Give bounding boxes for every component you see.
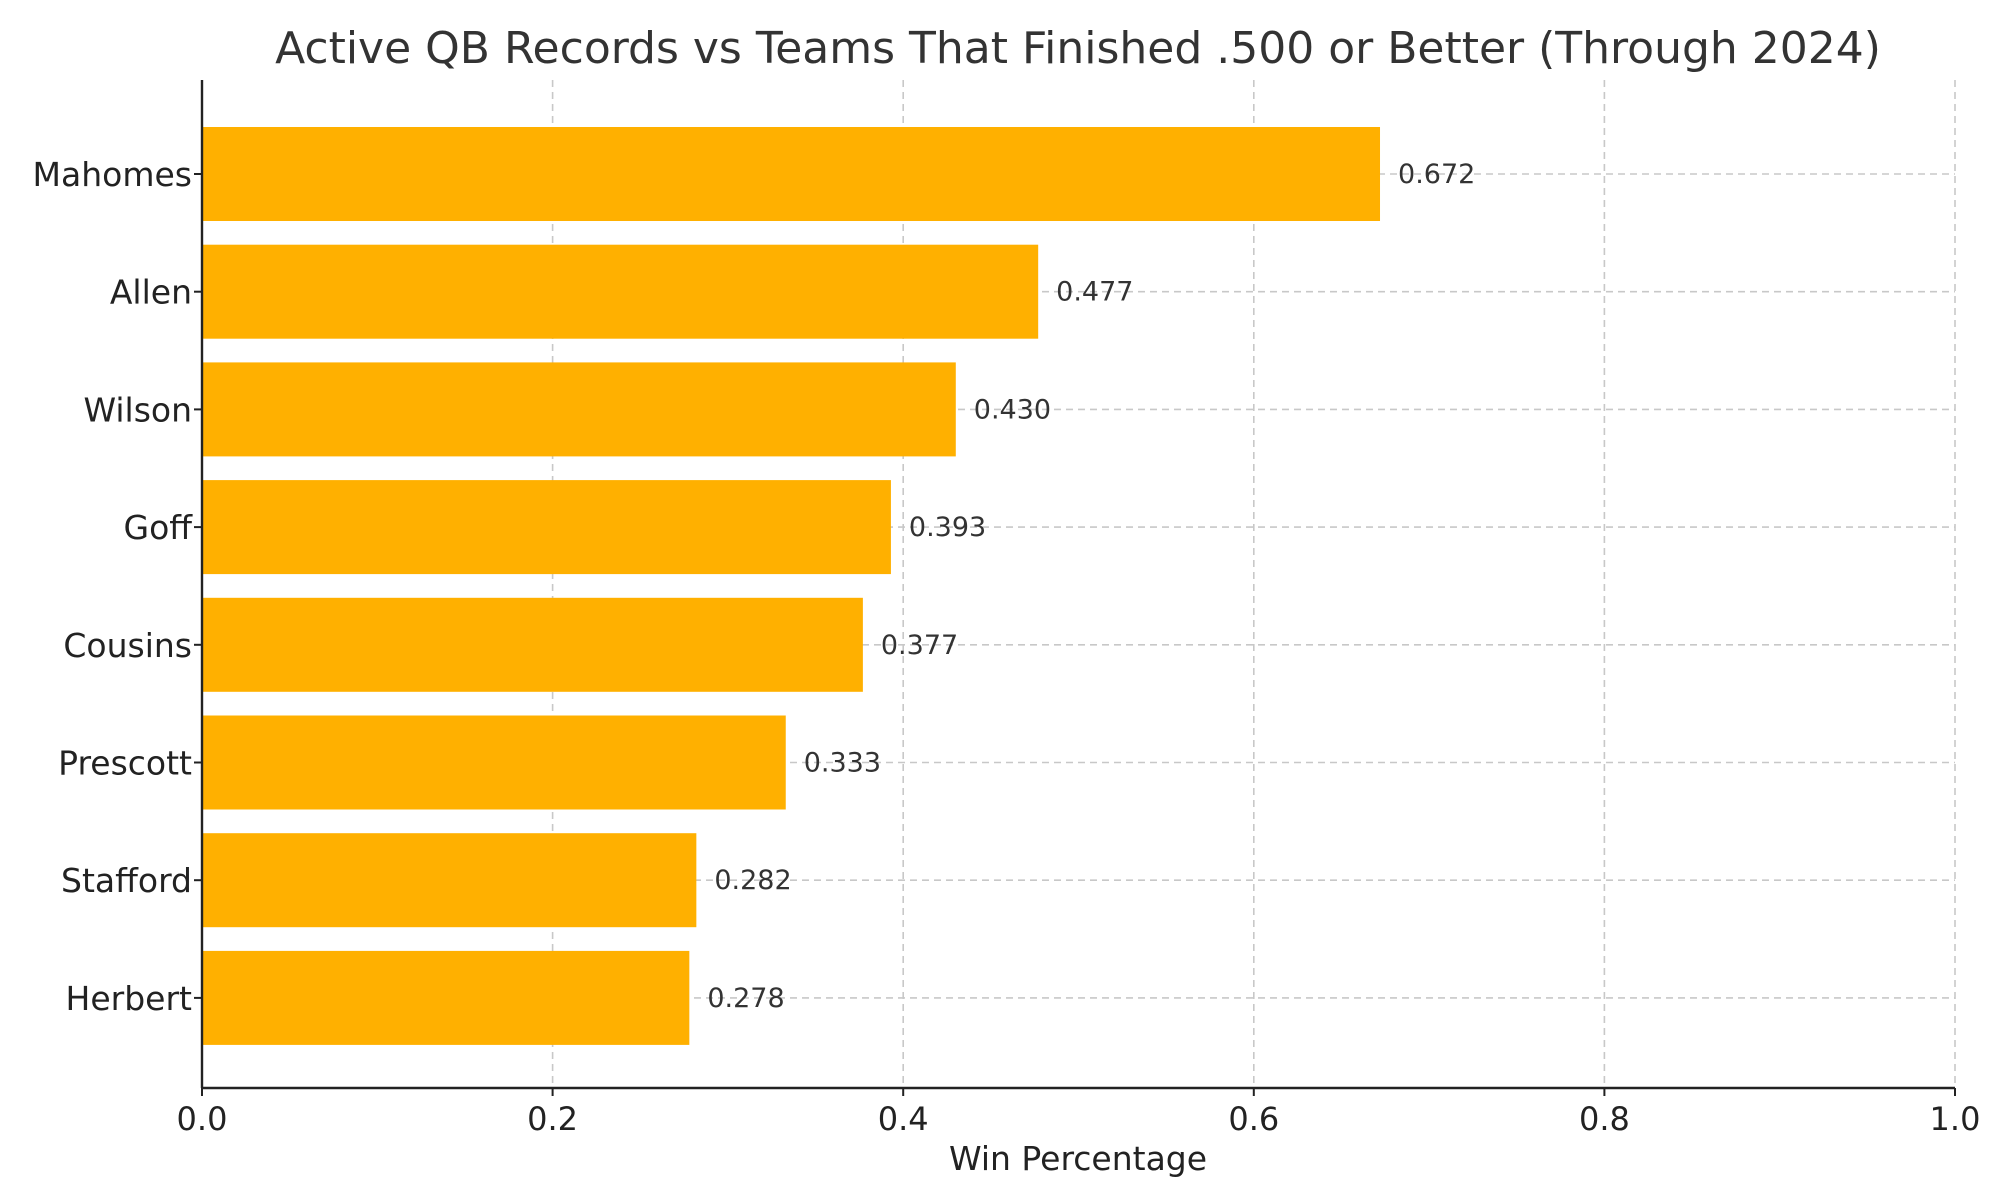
x-tick-label: 0.6: [1228, 1100, 1279, 1138]
x-tick-label: 1.0: [1930, 1100, 1981, 1138]
value-label-prescott: 0.333: [804, 748, 881, 779]
chart-title: Active QB Records vs Teams That Finished…: [275, 23, 1881, 74]
x-tick-label: 0.8: [1579, 1100, 1630, 1138]
bar-cousins: [202, 597, 863, 692]
grid: [202, 80, 1956, 1088]
value-label-wilson: 0.430: [974, 394, 1051, 425]
value-label-herbert: 0.278: [707, 983, 784, 1014]
bar-prescott: [202, 715, 786, 810]
labels: 0.0 0.2 0.4 0.6 0.8 1.0 Mahomes 0.672 Allen 0.477…: [33, 155, 1981, 1138]
category-label-mahomes: Mahomes: [33, 155, 192, 194]
x-tick-label: 0.4: [878, 1100, 929, 1138]
category-label-stafford: Stafford: [61, 861, 192, 900]
x-axis-label: Win Percentage: [949, 1139, 1207, 1178]
bar-stafford: [202, 833, 697, 928]
category-label-allen: Allen: [110, 273, 192, 312]
bar-wilson: [202, 362, 956, 457]
category-label-wilson: Wilson: [83, 390, 192, 429]
axes: [194, 80, 1956, 1096]
bar-mahomes: [202, 127, 1381, 221]
bar-herbert: [202, 950, 690, 1045]
value-label-stafford: 0.282: [714, 865, 791, 896]
value-label-mahomes: 0.672: [1398, 159, 1475, 190]
value-label-cousins: 0.377: [881, 630, 958, 661]
bar-goff: [202, 480, 891, 575]
category-label-prescott: Prescott: [58, 744, 192, 783]
category-label-herbert: Herbert: [66, 979, 193, 1018]
value-label-goff: 0.393: [909, 512, 986, 543]
category-label-goff: Goff: [124, 508, 194, 547]
bar-allen: [202, 244, 1039, 339]
value-label-allen: 0.477: [1056, 277, 1133, 308]
x-tick-label: 0.0: [177, 1100, 228, 1138]
x-tick-label: 0.2: [527, 1100, 578, 1138]
bars: [202, 127, 1381, 1045]
category-label-cousins: Cousins: [63, 626, 192, 665]
